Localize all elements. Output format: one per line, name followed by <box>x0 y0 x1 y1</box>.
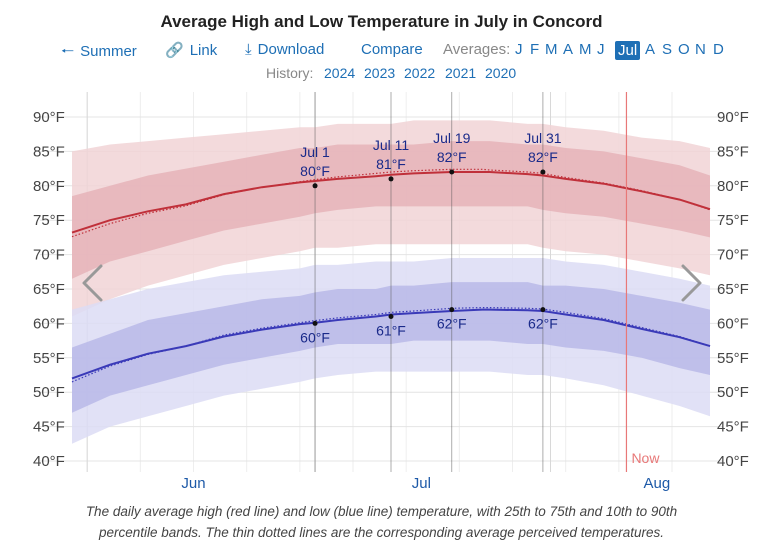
annotation-high-label: 81°F <box>376 156 406 172</box>
y-tick-label-right: 90°F <box>717 109 749 126</box>
annotation-high-label: 80°F <box>300 163 330 179</box>
month-axis-label: Jul <box>412 475 431 492</box>
y-tick-label-left: 65°F <box>33 281 65 298</box>
summer-label: Summer <box>80 43 137 60</box>
link-icon: 🔗 <box>165 42 184 59</box>
y-tick-label-right: 40°F <box>717 453 749 470</box>
y-tick-label-left: 50°F <box>33 384 65 401</box>
y-tick-label-right: 85°F <box>717 143 749 160</box>
y-tick-label-left: 60°F <box>33 315 65 332</box>
month-2-button[interactable]: F <box>530 41 540 58</box>
annotation-low-label: 61°F <box>376 323 406 339</box>
y-tick-label-right: 65°F <box>717 281 749 298</box>
month-12-button[interactable]: D <box>713 41 724 58</box>
chevron-left-icon[interactable] <box>82 264 103 302</box>
month-7-button[interactable]: Jul <box>615 41 641 60</box>
y-tick-label-left: 70°F <box>33 247 65 264</box>
annotation-low-label: 62°F <box>528 316 558 332</box>
high-band-25-75 <box>72 141 710 279</box>
y-tick-label-left: 55°F <box>33 350 65 367</box>
annotation-low-label: 60°F <box>300 329 330 345</box>
link-button[interactable]: 🔗 Link <box>165 41 217 59</box>
annotation-date-label: Jul 11 <box>373 137 410 153</box>
low-point <box>449 307 455 313</box>
chart-caption: The daily average high (red line) and lo… <box>40 501 723 543</box>
download-button[interactable]: ⤓ Download <box>245 41 324 58</box>
month-3-button[interactable]: M <box>545 41 558 58</box>
history-year-2022[interactable]: 2022 <box>404 65 436 81</box>
month-8-button[interactable]: A <box>645 41 656 58</box>
y-tick-label-right: 70°F <box>717 247 749 264</box>
toolbar: 🠐 Summer 🔗 Link ⤓ Download Compare Averages… <box>0 41 763 61</box>
y-tick-label-left: 40°F <box>33 453 65 470</box>
high-point <box>388 176 394 182</box>
chevron-right-icon[interactable] <box>681 264 702 302</box>
low-band-25-75 <box>72 282 710 413</box>
summer-link[interactable]: 🠐 Summer <box>61 41 137 66</box>
month-11-button[interactable]: N <box>695 41 706 58</box>
low-point <box>388 314 394 320</box>
high-avg-line <box>71 171 711 234</box>
now-label: Now <box>631 450 660 466</box>
annotation-low-label: 62°F <box>437 316 467 332</box>
high-point <box>449 169 455 175</box>
high-point <box>540 169 546 175</box>
averages-label: Averages: <box>443 41 511 58</box>
annotation-date-label: Jul 1 <box>300 144 330 160</box>
history-year-2024[interactable]: 2024 <box>324 65 356 81</box>
month-6-button[interactable]: J <box>597 41 605 58</box>
month-4-button[interactable]: A <box>563 41 574 58</box>
month-10-button[interactable]: O <box>678 41 690 58</box>
y-tick-label-right: 75°F <box>717 212 749 229</box>
low-point <box>540 307 546 313</box>
link-label: Link <box>189 42 218 59</box>
y-tick-label-left: 45°F <box>33 419 65 436</box>
history-year-2020[interactable]: 2020 <box>485 65 517 81</box>
annotation-high-label: 82°F <box>528 149 558 165</box>
y-tick-label-right: 55°F <box>717 350 749 367</box>
history-label: History: <box>266 65 314 81</box>
month-axis-label: Jun <box>181 475 205 492</box>
temperature-chart: Now Jul 1 80°F 60°F Jul 11 81°F 61°F Jul 19 82°F… <box>33 92 749 492</box>
y-tick-label-right: 45°F <box>717 419 749 436</box>
low-point <box>312 320 318 326</box>
annotation-date-label: Jul 19 <box>433 130 471 146</box>
download-icon: ⤓ <box>245 41 252 58</box>
arrow-left-icon: 🠐 <box>61 43 75 60</box>
page-title: Average High and Low Temperature in July… <box>160 12 603 31</box>
history-bar: History: 2024 2023 2022 2021 2020 <box>0 65 763 83</box>
low-avg-line <box>71 308 711 380</box>
month-9-button[interactable]: S <box>662 41 673 58</box>
compare-button[interactable]: Compare <box>361 41 423 58</box>
month-1-button[interactable]: J <box>515 41 523 58</box>
low-feels-line <box>71 307 711 383</box>
download-label: Download <box>257 41 325 58</box>
history-year-2021[interactable]: 2021 <box>445 65 477 81</box>
annotation-high-label: 82°F <box>437 149 467 165</box>
y-tick-label-right: 80°F <box>717 178 749 195</box>
high-point <box>312 183 318 189</box>
annotation-date-label: Jul 31 <box>524 130 562 146</box>
y-tick-label-left: 85°F <box>33 143 65 160</box>
y-tick-label-left: 90°F <box>33 109 65 126</box>
caption-line-2: percentile bands. The thin dotted lines … <box>98 525 665 540</box>
y-tick-label-left: 80°F <box>33 178 65 195</box>
caption-line-1: The daily average high (red line) and lo… <box>85 504 678 519</box>
month-axis-label: Aug <box>643 475 670 492</box>
month-5-button[interactable]: M <box>579 41 592 58</box>
y-tick-label-left: 75°F <box>33 212 65 229</box>
y-tick-label-right: 50°F <box>717 384 749 401</box>
y-tick-label-right: 60°F <box>717 315 749 332</box>
history-year-2023[interactable]: 2023 <box>364 65 396 81</box>
